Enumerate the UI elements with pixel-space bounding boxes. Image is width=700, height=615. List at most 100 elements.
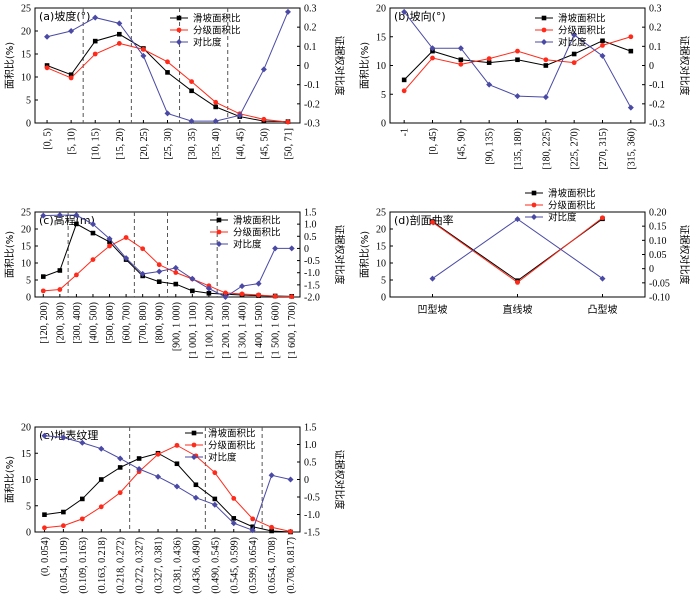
panel-a: 0 5 10 15 20 25 -0.3 -0.2 -0.1 0 0.1 0.2 0.3 [0, 5) [5…	[4, 4, 346, 160]
data-point	[57, 287, 63, 292]
data-point	[599, 52, 606, 59]
data-point	[156, 279, 162, 284]
y-tick-label: 0	[26, 293, 31, 304]
x-tick-label: (0.381, 0.436)	[172, 537, 183, 594]
data-point	[98, 504, 104, 510]
data-point	[189, 79, 194, 84]
x-tick-label: [1 500, 1 600)	[271, 302, 282, 359]
data-point	[107, 239, 112, 245]
legend-marker	[216, 229, 222, 235]
y-tick-label: 15	[21, 242, 31, 253]
x-tick-label: [135, 180)	[513, 128, 524, 170]
y2-tick-label: 0	[304, 244, 309, 255]
y-tick-label: 5	[26, 96, 31, 107]
series-1	[401, 34, 634, 94]
legend-marker	[531, 190, 537, 196]
y2-tick-label: -0.5	[304, 256, 320, 267]
data-point	[457, 45, 464, 52]
panel-d: 0 5 10 15 20 25 -0.10 -0.05 0 0.05 0.10 0.15 0.20 凹型坡…	[359, 188, 691, 317]
data-point	[255, 280, 262, 287]
y2-tick-label: 1.5	[304, 208, 317, 219]
y2-tick-label: 0.05	[649, 250, 667, 261]
data-point	[212, 470, 218, 476]
x-tick-label: (0.654, 0.708)	[267, 537, 278, 594]
x-tick-label: (0.708, 0.817)	[286, 537, 297, 594]
y-axis-label: 面积比(%)	[4, 456, 16, 503]
y2-tick-label: 0.15	[649, 222, 667, 233]
data-point	[213, 104, 218, 110]
panel-title: (a)坡度(°)	[39, 9, 90, 23]
y2-axis-label: 证据权对比度	[333, 225, 346, 285]
data-point	[260, 66, 267, 73]
data-point	[514, 93, 521, 100]
y2-tick-label: -0.1	[649, 80, 665, 91]
data-point	[205, 285, 212, 292]
series-line	[432, 218, 603, 279]
y-tick-label: 10	[21, 475, 31, 486]
y-tick-label: 20	[21, 423, 31, 434]
x-tick-label: (0.054, 0.109)	[59, 537, 70, 594]
y2-tick-label: -1.5	[304, 280, 320, 291]
data-point	[116, 20, 123, 27]
legend-marker	[216, 217, 222, 223]
y-tick-label: 20	[21, 225, 31, 236]
legend-label: 分级面积比	[193, 25, 241, 37]
y-tick-label: 25	[376, 208, 386, 219]
data-point	[192, 494, 199, 501]
data-point	[57, 268, 63, 273]
data-point	[571, 51, 577, 57]
x-tick-label: [1 600, 1 700)	[287, 302, 298, 359]
series-0	[430, 216, 605, 283]
x-tick-label: [1 300, 1 400)	[238, 302, 249, 359]
data-point	[212, 118, 219, 125]
data-point	[40, 212, 47, 219]
data-point	[92, 38, 98, 44]
panel-title: (c)高程(m)	[39, 213, 95, 227]
y-tick-label: 20	[376, 4, 386, 15]
legend-marker	[531, 202, 537, 208]
x-tick-label: [600, 700)	[122, 302, 133, 344]
y2-tick-label: 0.3	[649, 4, 662, 15]
data-point	[250, 524, 255, 530]
series-line	[43, 223, 292, 297]
data-point	[285, 119, 291, 125]
data-point	[173, 270, 179, 275]
x-tick-label: [315, 360)	[626, 128, 637, 170]
x-tick-label: (0.490, 0.545)	[210, 537, 221, 594]
y2-tick-label: -0.2	[304, 99, 320, 110]
y2-axis-label: 证据权对比度	[333, 36, 346, 96]
legend-marker	[216, 241, 222, 247]
x-tick-label: [300, 400)	[72, 302, 83, 344]
y2-tick-label: -0.2	[649, 99, 665, 110]
y-tick-label: 0	[381, 119, 386, 130]
data-point	[223, 290, 228, 296]
data-point	[80, 496, 85, 502]
y2-tick-label: -0.05	[649, 278, 670, 289]
data-point	[98, 445, 105, 452]
data-point	[123, 235, 129, 240]
x-tick-label: -1	[400, 128, 411, 136]
data-point	[600, 38, 605, 44]
data-point	[141, 47, 146, 52]
x-tick-label: (0.272, 0.327)	[135, 537, 146, 594]
x-tick-label: [1 400, 1 500)	[254, 302, 265, 359]
data-point	[269, 524, 275, 530]
x-tick-label: [0, 5)	[43, 128, 54, 150]
legend-marker	[191, 442, 197, 448]
y-tick-label: 25	[21, 208, 31, 219]
legend-marker	[541, 39, 547, 45]
series-1	[430, 215, 605, 285]
data-point	[79, 439, 86, 446]
y2-tick-label: -1.0	[304, 268, 320, 279]
data-point	[89, 221, 96, 228]
data-point	[60, 434, 67, 441]
data-point	[249, 527, 256, 534]
data-point	[289, 294, 295, 300]
legend-label: 对比度	[233, 239, 262, 251]
data-point	[68, 28, 75, 34]
y2-tick-label: 0.3	[304, 4, 317, 15]
y-tick-label: 15	[376, 242, 386, 253]
data-point	[514, 216, 521, 223]
legend-marker	[176, 15, 182, 21]
y2-tick-label: 0	[649, 61, 654, 72]
